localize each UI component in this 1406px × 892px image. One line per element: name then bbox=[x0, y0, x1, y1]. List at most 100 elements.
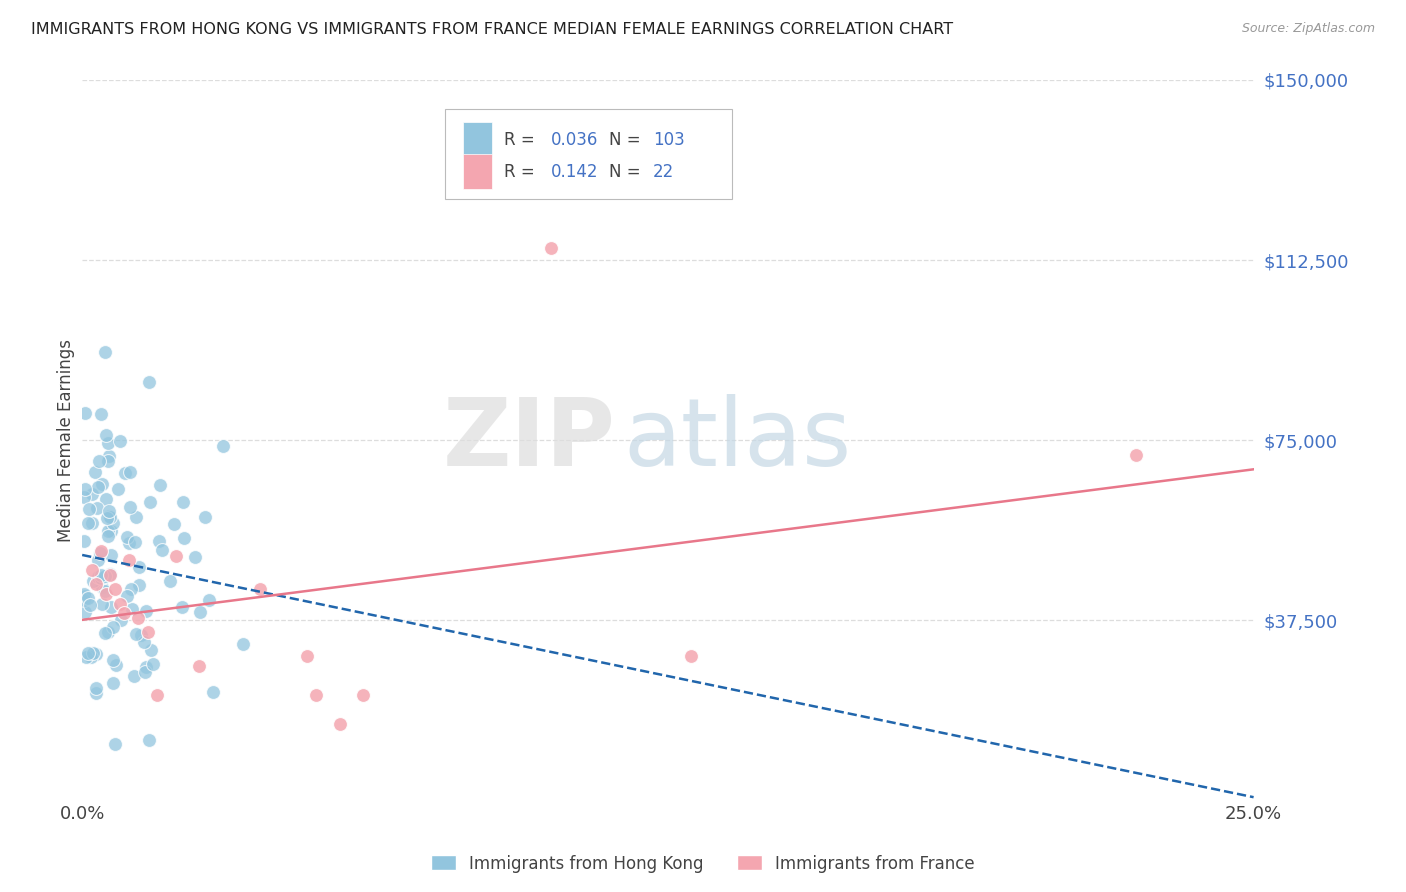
Point bbox=[97, 529, 120, 543]
Text: 22: 22 bbox=[652, 162, 673, 180]
Text: 0.036: 0.036 bbox=[551, 131, 598, 149]
Point bbox=[121, 601, 143, 615]
Point bbox=[108, 597, 131, 611]
Point bbox=[80, 487, 103, 501]
Point bbox=[100, 600, 122, 615]
Point bbox=[86, 501, 108, 516]
Point bbox=[138, 733, 160, 747]
Point bbox=[96, 524, 118, 538]
Point bbox=[87, 480, 110, 494]
Point bbox=[118, 536, 141, 550]
Point bbox=[295, 649, 318, 664]
Point bbox=[75, 650, 97, 665]
Point bbox=[149, 477, 172, 491]
Point bbox=[75, 406, 97, 420]
Point bbox=[329, 716, 352, 731]
Point bbox=[84, 577, 107, 591]
Point bbox=[82, 516, 104, 531]
Point bbox=[77, 516, 100, 531]
Point bbox=[150, 542, 173, 557]
Point bbox=[142, 657, 165, 672]
Point bbox=[75, 605, 97, 619]
Point bbox=[197, 593, 219, 607]
Point bbox=[90, 597, 112, 611]
Point bbox=[249, 582, 271, 597]
Point bbox=[73, 491, 96, 505]
Point bbox=[103, 516, 125, 530]
Point bbox=[82, 646, 104, 660]
Point bbox=[184, 549, 207, 564]
Point bbox=[98, 567, 121, 582]
FancyBboxPatch shape bbox=[446, 109, 733, 199]
FancyBboxPatch shape bbox=[463, 154, 492, 189]
Point bbox=[112, 607, 135, 621]
Legend: Immigrants from Hong Kong, Immigrants from France: Immigrants from Hong Kong, Immigrants fr… bbox=[425, 848, 981, 880]
Point bbox=[212, 439, 235, 453]
Point bbox=[90, 477, 112, 491]
Point bbox=[96, 510, 118, 524]
Point bbox=[94, 428, 117, 442]
Point bbox=[82, 574, 104, 588]
Point bbox=[540, 241, 562, 255]
Point bbox=[80, 563, 103, 577]
Point bbox=[97, 454, 120, 468]
Text: 0.142: 0.142 bbox=[551, 162, 598, 180]
Text: 103: 103 bbox=[652, 131, 685, 149]
Point bbox=[84, 465, 107, 479]
Point bbox=[98, 504, 121, 518]
Point bbox=[188, 659, 211, 673]
Y-axis label: Median Female Earnings: Median Female Earnings bbox=[58, 339, 75, 541]
Point bbox=[94, 344, 117, 359]
Point bbox=[127, 611, 149, 625]
Point bbox=[136, 625, 159, 640]
Point bbox=[117, 530, 139, 544]
Point bbox=[202, 685, 225, 699]
Point bbox=[86, 647, 108, 661]
Point bbox=[79, 649, 101, 664]
Point bbox=[193, 509, 215, 524]
Point bbox=[124, 534, 146, 549]
Point bbox=[1125, 448, 1147, 462]
Point bbox=[103, 620, 125, 634]
Point bbox=[98, 567, 121, 582]
Text: R =: R = bbox=[503, 162, 540, 180]
Point bbox=[89, 546, 111, 560]
Point bbox=[103, 653, 125, 667]
Point bbox=[129, 628, 152, 642]
Point bbox=[98, 510, 121, 524]
Text: R =: R = bbox=[503, 131, 540, 149]
Point bbox=[79, 599, 101, 613]
Point bbox=[77, 646, 100, 660]
Point bbox=[148, 534, 170, 549]
Point bbox=[73, 533, 96, 548]
Point bbox=[94, 587, 117, 601]
Point bbox=[125, 627, 148, 641]
Point bbox=[84, 681, 107, 696]
Point bbox=[73, 593, 96, 607]
Point bbox=[163, 516, 186, 531]
Point bbox=[87, 553, 110, 567]
Point bbox=[93, 568, 115, 582]
Point bbox=[165, 549, 187, 563]
Point bbox=[104, 582, 127, 597]
Point bbox=[107, 482, 129, 496]
Point bbox=[117, 589, 139, 603]
Point bbox=[128, 560, 150, 574]
Point bbox=[170, 599, 193, 614]
Point bbox=[77, 501, 100, 516]
Point bbox=[77, 591, 100, 605]
Point bbox=[94, 626, 117, 640]
Point bbox=[305, 688, 328, 702]
Point bbox=[75, 482, 97, 496]
Point bbox=[87, 454, 110, 468]
FancyBboxPatch shape bbox=[463, 122, 492, 157]
Point bbox=[146, 688, 169, 702]
Point bbox=[188, 605, 211, 619]
Point bbox=[132, 634, 155, 648]
Point bbox=[139, 643, 162, 657]
Point bbox=[73, 587, 96, 601]
Point bbox=[73, 589, 96, 603]
Point bbox=[104, 658, 127, 673]
Point bbox=[90, 543, 112, 558]
Text: atlas: atlas bbox=[623, 394, 852, 486]
